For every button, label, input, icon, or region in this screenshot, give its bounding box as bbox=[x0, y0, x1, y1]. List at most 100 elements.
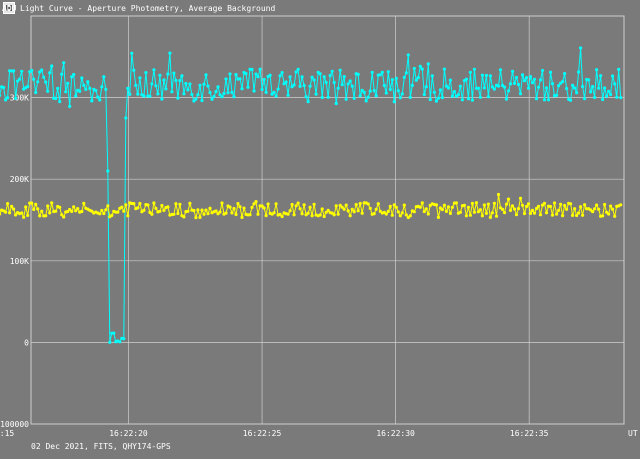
data-point bbox=[46, 89, 50, 93]
data-point bbox=[617, 67, 621, 71]
data-point bbox=[308, 84, 312, 88]
data-point bbox=[344, 203, 348, 207]
data-point bbox=[206, 84, 210, 88]
data-point bbox=[340, 205, 344, 209]
footer-info: 02 Dec 2021, FITS, QHY174-GPS bbox=[31, 442, 171, 451]
data-point bbox=[400, 211, 404, 215]
data-point bbox=[476, 210, 480, 214]
data-point bbox=[326, 208, 330, 212]
data-point bbox=[544, 211, 549, 215]
data-point bbox=[218, 210, 222, 214]
data-point bbox=[74, 209, 78, 213]
data-point bbox=[112, 331, 116, 335]
x-tick-label: 16:22:30 bbox=[376, 429, 415, 438]
data-point bbox=[518, 196, 523, 200]
data-point bbox=[418, 205, 422, 209]
data-point bbox=[36, 80, 40, 84]
data-point bbox=[98, 212, 102, 216]
data-point bbox=[50, 64, 54, 68]
data-point bbox=[408, 214, 412, 218]
data-point bbox=[609, 92, 613, 97]
data-point bbox=[506, 197, 511, 201]
data-point bbox=[565, 86, 569, 91]
data-point bbox=[84, 87, 88, 91]
data-point bbox=[300, 75, 304, 79]
data-point bbox=[472, 210, 476, 214]
data-point bbox=[186, 88, 190, 92]
data-point bbox=[238, 77, 242, 81]
data-point bbox=[498, 68, 503, 72]
data-point bbox=[400, 92, 404, 96]
data-point bbox=[38, 214, 42, 218]
data-point bbox=[146, 203, 150, 207]
data-point bbox=[486, 202, 490, 206]
data-point bbox=[595, 68, 599, 72]
data-point bbox=[436, 96, 440, 100]
data-point bbox=[72, 205, 76, 209]
data-point bbox=[462, 203, 466, 207]
data-point bbox=[142, 208, 146, 212]
x-axis-label: UT bbox=[628, 429, 638, 438]
data-point bbox=[611, 74, 615, 78]
data-point bbox=[559, 202, 563, 206]
data-point bbox=[78, 89, 82, 93]
data-point bbox=[254, 200, 258, 204]
data-point bbox=[6, 96, 10, 100]
data-point bbox=[394, 76, 398, 80]
data-point bbox=[102, 75, 106, 79]
x-tick-label: 16:22:20 bbox=[109, 429, 148, 438]
data-point bbox=[446, 205, 450, 209]
data-point bbox=[152, 201, 156, 205]
data-point bbox=[456, 93, 460, 97]
data-point bbox=[96, 95, 100, 99]
data-point bbox=[230, 90, 234, 94]
data-point bbox=[605, 94, 609, 98]
data-point bbox=[358, 94, 362, 98]
data-point bbox=[254, 72, 258, 76]
data-point bbox=[274, 202, 278, 206]
data-point bbox=[496, 192, 501, 197]
data-point bbox=[220, 201, 224, 205]
data-point bbox=[104, 208, 108, 212]
data-point bbox=[182, 92, 186, 96]
data-point bbox=[118, 340, 122, 344]
data-point bbox=[286, 93, 290, 97]
data-point bbox=[324, 210, 328, 214]
data-point bbox=[302, 83, 306, 88]
data-point bbox=[334, 101, 338, 106]
data-point bbox=[152, 68, 156, 72]
data-point bbox=[168, 51, 172, 55]
data-point bbox=[452, 90, 456, 94]
data-point bbox=[12, 69, 16, 73]
data-point bbox=[444, 209, 448, 213]
data-point bbox=[122, 209, 126, 213]
data-point bbox=[104, 87, 108, 91]
data-point bbox=[396, 210, 400, 214]
data-point bbox=[40, 209, 44, 213]
data-point bbox=[60, 213, 64, 217]
data-point bbox=[48, 211, 52, 215]
data-point bbox=[607, 212, 611, 216]
data-point bbox=[214, 209, 218, 213]
data-point bbox=[196, 93, 200, 97]
data-point bbox=[70, 209, 74, 213]
data-point bbox=[272, 211, 276, 215]
data-point bbox=[252, 202, 256, 206]
app-logo-glyph bbox=[6, 5, 12, 11]
data-point bbox=[492, 87, 496, 91]
data-point bbox=[90, 99, 94, 103]
data-point bbox=[482, 203, 486, 207]
data-point bbox=[4, 210, 8, 214]
data-point bbox=[306, 100, 310, 104]
data-point bbox=[182, 215, 186, 219]
data-point bbox=[322, 75, 326, 79]
app-icon[interactable] bbox=[3, 2, 15, 14]
data-point bbox=[522, 79, 527, 83]
data-point bbox=[128, 92, 132, 96]
data-point bbox=[40, 68, 44, 72]
data-point bbox=[262, 206, 266, 210]
data-point bbox=[478, 208, 482, 212]
data-point bbox=[26, 213, 30, 217]
data-point bbox=[450, 94, 454, 98]
